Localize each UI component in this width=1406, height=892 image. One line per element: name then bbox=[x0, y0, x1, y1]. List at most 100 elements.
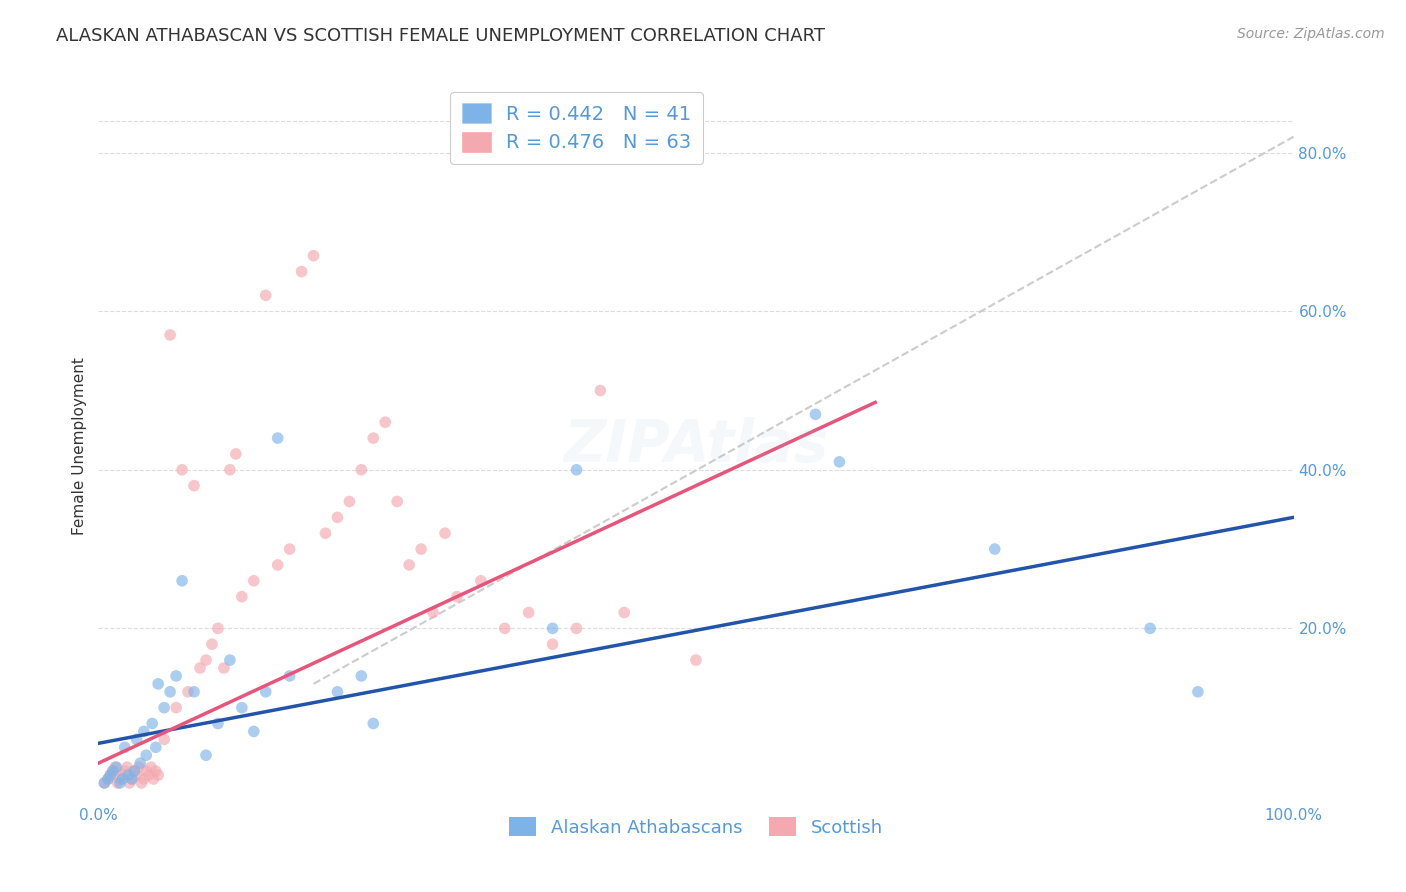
Point bbox=[125, 768, 148, 782]
Point bbox=[131, 776, 153, 790]
Point bbox=[326, 510, 349, 524]
Point bbox=[326, 685, 349, 699]
Point bbox=[97, 772, 120, 786]
Point bbox=[153, 732, 176, 747]
Point bbox=[541, 621, 564, 635]
Point bbox=[101, 764, 124, 778]
Point bbox=[411, 542, 433, 557]
Point bbox=[153, 700, 176, 714]
Point bbox=[350, 669, 373, 683]
Point bbox=[159, 328, 181, 343]
Point bbox=[278, 669, 301, 683]
Y-axis label: Female Unemployment: Female Unemployment bbox=[72, 357, 87, 535]
Point bbox=[565, 463, 588, 477]
Text: ZIPAtlas: ZIPAtlas bbox=[564, 417, 828, 475]
Point bbox=[984, 542, 1007, 557]
Point bbox=[135, 748, 157, 763]
Point bbox=[685, 653, 707, 667]
Point bbox=[207, 716, 229, 731]
Point bbox=[117, 768, 139, 782]
Point bbox=[132, 724, 155, 739]
Point bbox=[363, 716, 385, 731]
Point bbox=[804, 407, 827, 421]
Point bbox=[124, 764, 146, 778]
Point bbox=[188, 661, 211, 675]
Point bbox=[145, 740, 167, 755]
Point bbox=[243, 724, 266, 739]
Point bbox=[470, 574, 492, 588]
Point bbox=[172, 574, 194, 588]
Point bbox=[107, 776, 129, 790]
Point bbox=[315, 526, 337, 541]
Point bbox=[219, 463, 242, 477]
Point bbox=[124, 764, 146, 778]
Point bbox=[145, 764, 167, 778]
Point bbox=[541, 637, 564, 651]
Point bbox=[135, 764, 157, 778]
Point bbox=[398, 558, 420, 572]
Point bbox=[446, 590, 468, 604]
Point bbox=[138, 768, 160, 782]
Point bbox=[108, 772, 131, 786]
Text: ALASKAN ATHABASCAN VS SCOTTISH FEMALE UNEMPLOYMENT CORRELATION CHART: ALASKAN ATHABASCAN VS SCOTTISH FEMALE UN… bbox=[56, 27, 825, 45]
Point bbox=[1187, 685, 1209, 699]
Point bbox=[165, 700, 187, 714]
Point bbox=[114, 764, 136, 778]
Point bbox=[565, 621, 588, 635]
Point bbox=[93, 776, 115, 790]
Point bbox=[114, 740, 136, 755]
Point bbox=[118, 776, 141, 790]
Point bbox=[339, 494, 361, 508]
Point bbox=[183, 685, 205, 699]
Text: Source: ZipAtlas.com: Source: ZipAtlas.com bbox=[1237, 27, 1385, 41]
Point bbox=[98, 768, 122, 782]
Point bbox=[148, 677, 170, 691]
Point bbox=[254, 685, 277, 699]
Point bbox=[267, 431, 290, 445]
Point bbox=[231, 590, 253, 604]
Point bbox=[97, 772, 120, 786]
Point bbox=[142, 772, 165, 786]
Point bbox=[165, 669, 187, 683]
Point bbox=[98, 768, 122, 782]
Point bbox=[254, 288, 277, 302]
Point bbox=[291, 264, 314, 278]
Point bbox=[125, 732, 148, 747]
Point bbox=[212, 661, 235, 675]
Point bbox=[195, 653, 218, 667]
Point bbox=[148, 768, 170, 782]
Point bbox=[613, 606, 636, 620]
Point bbox=[172, 463, 194, 477]
Point bbox=[141, 716, 163, 731]
Point bbox=[201, 637, 224, 651]
Point bbox=[108, 776, 131, 790]
Point bbox=[195, 748, 218, 763]
Point bbox=[302, 249, 325, 263]
Point bbox=[121, 772, 143, 786]
Point bbox=[828, 455, 851, 469]
Point bbox=[231, 700, 253, 714]
Point bbox=[115, 760, 138, 774]
Point bbox=[589, 384, 612, 398]
Point bbox=[385, 494, 409, 508]
Point bbox=[121, 772, 143, 786]
Point bbox=[111, 772, 134, 786]
Point bbox=[278, 542, 301, 557]
Point bbox=[374, 415, 396, 429]
Point bbox=[101, 764, 124, 778]
Point bbox=[93, 776, 115, 790]
Point bbox=[422, 606, 444, 620]
Point bbox=[267, 558, 290, 572]
Point bbox=[129, 756, 152, 771]
Point bbox=[363, 431, 385, 445]
Legend: Alaskan Athabascans, Scottish: Alaskan Athabascans, Scottish bbox=[502, 810, 890, 844]
Point bbox=[243, 574, 266, 588]
Point bbox=[219, 653, 242, 667]
Point bbox=[139, 760, 162, 774]
Point bbox=[494, 621, 516, 635]
Point bbox=[350, 463, 373, 477]
Point bbox=[104, 760, 127, 774]
Point bbox=[434, 526, 457, 541]
Point bbox=[177, 685, 200, 699]
Point bbox=[207, 621, 229, 635]
